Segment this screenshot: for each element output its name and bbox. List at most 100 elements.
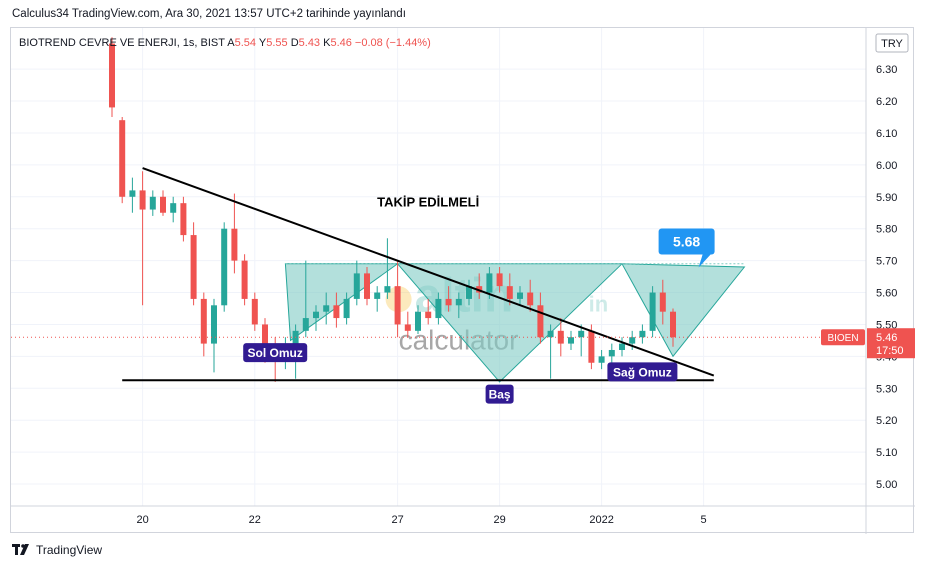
price-tick-label: 6.20: [876, 96, 897, 108]
legend-part: −0.08 (−1.44%): [355, 37, 431, 49]
price-tick-label: 6.00: [876, 160, 897, 172]
legend-part: Y: [259, 37, 267, 49]
candle-body: [323, 305, 330, 312]
price-tick-label: 5.70: [876, 256, 897, 268]
currency-box: [875, 33, 909, 53]
label-bas-bg: [485, 384, 514, 404]
candle-body: [129, 190, 136, 197]
candle-body: [629, 337, 636, 344]
candle-body: [343, 298, 350, 319]
price-tick-label: 5.20: [876, 415, 897, 427]
candle-body: [241, 260, 248, 299]
candle-body: [598, 356, 605, 363]
publish-info: Calculus34 TradingView.com, Ara 30, 2021…: [12, 8, 406, 20]
tradingview-logo[interactable]: TradingView: [12, 543, 102, 557]
label-sag-omuz-bg: [607, 362, 678, 382]
candle-body: [149, 196, 156, 210]
legend-part: A: [227, 37, 235, 49]
legend-part: 5.54: [235, 37, 259, 49]
candle-body: [353, 273, 360, 299]
symbol-tag: BIOEN: [827, 333, 858, 344]
candle-body: [527, 292, 534, 306]
label-sol-omuz: Sol Omuz: [248, 346, 303, 360]
candle-body: [313, 311, 319, 319]
chart-title: BIOTREND CEVRE VE ENERJI, 1s, BIST A5.54…: [19, 37, 431, 49]
candle-body: [190, 235, 197, 299]
candle-body: [496, 273, 503, 287]
candle-body: [139, 190, 146, 210]
candle-body: [374, 292, 381, 299]
candle-body: [506, 286, 513, 299]
candle-body: [262, 324, 268, 350]
candle-body: [333, 305, 340, 319]
annotation-takip: TAKİP EDİLMELİ: [377, 194, 479, 209]
candle-body: [557, 330, 564, 344]
candle-body: [486, 273, 493, 293]
price-tick-label: 5.90: [876, 192, 897, 204]
candle-body: [608, 349, 615, 357]
candle-body: [568, 337, 574, 344]
candle-body: [578, 330, 585, 338]
candle-body: [659, 292, 666, 312]
candle-body: [160, 196, 166, 213]
countdown-tag: 17:50: [876, 345, 904, 357]
label-bas: Baş: [489, 388, 511, 402]
candle-body: [435, 298, 442, 319]
time-tick-label: 22: [249, 514, 261, 526]
price-tick-label: 6.10: [876, 128, 897, 140]
price-tick-label: 5.30: [876, 383, 897, 395]
legend-part: BIOTREND CEVRE VE ENERJI, 1s, BIST: [19, 37, 227, 49]
candle-body: [415, 311, 421, 331]
candle-body: [619, 343, 625, 350]
label-sag-omuz: Sağ Omuz: [613, 365, 672, 379]
trendline-descending-resistance: [142, 167, 715, 377]
price-tick-label: 5.00: [876, 479, 897, 491]
candle-body: [384, 286, 391, 293]
candle-body: [251, 298, 258, 325]
right-shoulder-fill: [621, 263, 746, 358]
candle-body: [200, 298, 207, 344]
candle-body: [425, 311, 432, 319]
candle-body: [211, 305, 217, 344]
symbol-tag-bg: [821, 329, 865, 346]
candle-body: [404, 324, 411, 331]
candle-body: [119, 120, 126, 197]
legend-part: K: [323, 37, 331, 49]
time-tick-label: 2022: [589, 514, 613, 526]
watermark-suffix: in: [589, 291, 609, 316]
time-tick-label: 5: [701, 514, 707, 526]
last-price-tag: 5.46: [876, 332, 897, 344]
candle-body: [394, 286, 401, 325]
candle-body: [466, 286, 472, 299]
candle-body: [670, 311, 676, 338]
target-callout-bg: [658, 228, 715, 255]
candle-body: [455, 298, 462, 306]
price-tick-label: 5.60: [876, 288, 897, 300]
time-tick-label: 20: [136, 514, 148, 526]
tradingview-logo-icon: [12, 544, 29, 555]
currency-label: TRY: [881, 38, 903, 50]
candle-body: [302, 318, 309, 331]
candle-body: [588, 330, 595, 363]
candle-body: [364, 273, 370, 299]
candle-body: [547, 330, 554, 338]
price-tick-label: 6.30: [876, 64, 897, 76]
left-shoulder-fill: [284, 263, 400, 342]
legend-part: D: [291, 37, 299, 49]
time-tick-label: 27: [391, 514, 403, 526]
candle-body: [180, 203, 187, 236]
candle-body: [445, 298, 452, 306]
time-tick-label: 29: [493, 514, 505, 526]
candle-body: [109, 43, 115, 108]
price-tick-label: 5.10: [876, 447, 897, 459]
legend-part: 5.46: [330, 37, 354, 49]
candle-body: [221, 228, 228, 306]
candle-body: [170, 203, 177, 213]
price-tick-label: 5.80: [876, 224, 897, 236]
last-price-tag-bg: [867, 328, 915, 359]
candle-body: [537, 305, 544, 338]
legend-part: 5.43: [299, 37, 323, 49]
target-callout-pointer: [698, 254, 711, 268]
